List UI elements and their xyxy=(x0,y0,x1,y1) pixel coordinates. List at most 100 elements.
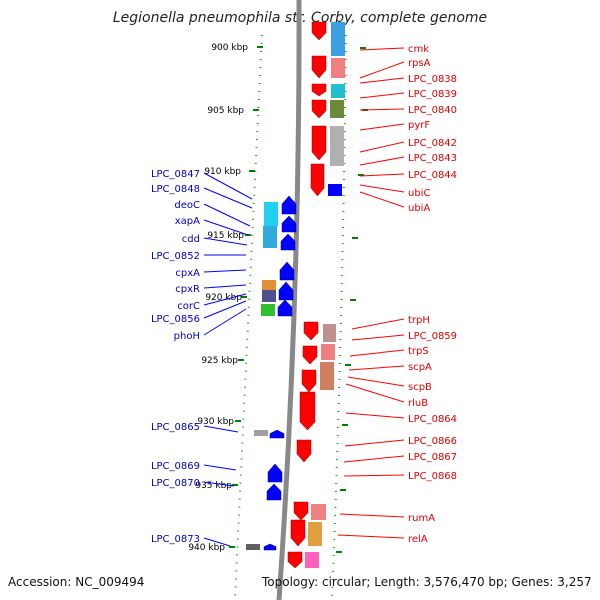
genome-backbone xyxy=(276,0,302,600)
reverse-gene-arrow[interactable] xyxy=(278,281,294,301)
forward-gene-arrow[interactable] xyxy=(290,519,306,547)
gene-block[interactable] xyxy=(254,430,268,436)
gene-label-lpc-0869[interactable]: LPC_0869 xyxy=(151,461,200,472)
forward-gene-arrow[interactable] xyxy=(301,369,317,393)
reverse-gene-arrow[interactable] xyxy=(269,429,285,439)
forward-gene-arrow[interactable] xyxy=(296,439,312,463)
gene-label-lpc-0870[interactable]: LPC_0870 xyxy=(151,478,200,489)
gene-block[interactable] xyxy=(311,504,326,520)
gene-label-xapa[interactable]: xapA xyxy=(175,216,200,227)
forward-gene-arrow[interactable] xyxy=(293,501,309,521)
gene-label-rpsa[interactable]: rpsA xyxy=(408,58,431,69)
leader-line xyxy=(344,439,405,447)
leader-line xyxy=(359,156,405,166)
gene-label-lpc-0873[interactable]: LPC_0873 xyxy=(151,534,200,545)
reverse-gene-arrow[interactable] xyxy=(281,195,297,215)
gene-label-trps[interactable]: trpS xyxy=(408,346,429,357)
forward-gene-arrow[interactable] xyxy=(287,551,303,569)
reverse-gene-arrow[interactable] xyxy=(267,463,283,483)
gene-block[interactable] xyxy=(331,22,345,56)
gene-label-lpc-0864[interactable]: LPC_0864 xyxy=(408,414,457,425)
gene-block[interactable] xyxy=(262,280,276,290)
tick-label: 925 kbp xyxy=(201,356,238,366)
gene-block[interactable] xyxy=(262,290,276,302)
gene-label-cdd[interactable]: cdd xyxy=(182,234,200,245)
gene-label-lpc-0865[interactable]: LPC_0865 xyxy=(151,422,200,433)
leader-line xyxy=(359,108,405,111)
gene-block[interactable] xyxy=(305,552,319,568)
tick-label: 910 kbp xyxy=(204,167,241,177)
gene-labels: cmk rpsA LPC_0838 LPC_0839 LPC_0840 pyrF LPC_0… xyxy=(151,44,457,545)
leader-line xyxy=(337,534,405,539)
forward-gene-arrow[interactable] xyxy=(311,99,327,119)
reverse-gene-arrow[interactable] xyxy=(279,261,295,281)
reverse-gene-arrow[interactable] xyxy=(266,483,282,501)
gene-block[interactable] xyxy=(320,362,334,390)
leader-line xyxy=(203,219,249,236)
forward-gene-arrow[interactable] xyxy=(311,125,327,161)
gene-block[interactable] xyxy=(264,202,278,226)
forward-gene-arrow[interactable] xyxy=(311,55,327,79)
gene-label-lpc-0844[interactable]: LPC_0844 xyxy=(408,170,457,181)
gene-block[interactable] xyxy=(261,304,275,316)
gene-label-cmk[interactable]: cmk xyxy=(408,44,429,55)
gene-block[interactable] xyxy=(330,100,344,118)
gene-label-lpc-0840[interactable]: LPC_0840 xyxy=(408,105,457,116)
gene-block[interactable] xyxy=(330,126,344,166)
gene-label-lpc-0838[interactable]: LPC_0838 xyxy=(408,74,457,85)
gene-label-phoh[interactable]: phoH xyxy=(174,331,200,342)
leader-line xyxy=(359,77,405,84)
leader-line xyxy=(203,187,253,209)
gene-label-rela[interactable]: relA xyxy=(408,534,428,545)
reverse-gene-arrow[interactable] xyxy=(263,543,277,551)
leader-line xyxy=(349,349,405,357)
forward-gene-arrow[interactable] xyxy=(311,21,327,41)
gene-label-corc[interactable]: corC xyxy=(177,301,200,312)
gene-label-pyrf[interactable]: pyrF xyxy=(408,120,430,131)
gene-block[interactable] xyxy=(323,324,336,342)
leader-line xyxy=(359,61,405,79)
gene-label-lpc-0852[interactable]: LPC_0852 xyxy=(151,251,200,262)
gene-label-lpc-0843[interactable]: LPC_0843 xyxy=(408,153,457,164)
gene-block[interactable] xyxy=(263,226,277,248)
gene-label-rlub[interactable]: rluB xyxy=(408,398,428,409)
gene-block[interactable] xyxy=(321,344,335,360)
gene-label-ruma[interactable]: rumA xyxy=(408,513,435,524)
gene-label-cpxr[interactable]: cpxR xyxy=(175,284,200,295)
gene-block[interactable] xyxy=(331,58,345,78)
track-guides xyxy=(234,34,347,600)
gene-label-lpc-0848[interactable]: LPC_0848 xyxy=(151,184,200,195)
tick-label: 920 kbp xyxy=(205,293,242,303)
gene-label-trph[interactable]: trpH xyxy=(408,315,430,326)
gene-label-lpc-0866[interactable]: LPC_0866 xyxy=(408,436,457,447)
forward-gene-arrow[interactable] xyxy=(311,83,327,97)
forward-gene-arrow[interactable] xyxy=(302,345,318,365)
gene-label-deoc[interactable]: deoC xyxy=(174,200,200,211)
reverse-gene-arrow[interactable] xyxy=(277,299,293,317)
forward-gene-arrow[interactable] xyxy=(299,391,316,431)
gene-label-lpc-0847[interactable]: LPC_0847 xyxy=(151,169,200,180)
gene-label-ubic[interactable]: ubiC xyxy=(408,188,430,199)
gene-label-scpa[interactable]: scpA xyxy=(408,362,432,373)
reverse-gene-arrow[interactable] xyxy=(281,215,297,233)
gene-label-ubia[interactable]: ubiA xyxy=(408,203,430,214)
gene-label-lpc-0856[interactable]: LPC_0856 xyxy=(151,314,200,325)
gene-label-scpb[interactable]: scpB xyxy=(408,382,432,393)
forward-gene-arrow[interactable] xyxy=(310,163,325,197)
gene-block[interactable] xyxy=(328,184,342,196)
gene-block[interactable] xyxy=(331,84,345,98)
gene-label-lpc-0859[interactable]: LPC_0859 xyxy=(408,331,457,342)
label-leaders xyxy=(203,47,405,547)
forward-gene-arrow[interactable] xyxy=(303,321,319,341)
gene-label-cpxa[interactable]: cpxA xyxy=(175,268,200,279)
gene-label-lpc-0842[interactable]: LPC_0842 xyxy=(408,138,457,149)
gene-label-lpc-0839[interactable]: LPC_0839 xyxy=(408,89,457,100)
genome-summary: Topology: circular; Length: 3,576,470 bp… xyxy=(262,575,592,589)
reverse-gene-arrow[interactable] xyxy=(280,233,296,251)
gene-block[interactable] xyxy=(246,544,260,550)
gene-block[interactable] xyxy=(308,522,322,546)
gene-label-lpc-0868[interactable]: LPC_0868 xyxy=(408,471,457,482)
gene-label-lpc-0867[interactable]: LPC_0867 xyxy=(408,452,457,463)
